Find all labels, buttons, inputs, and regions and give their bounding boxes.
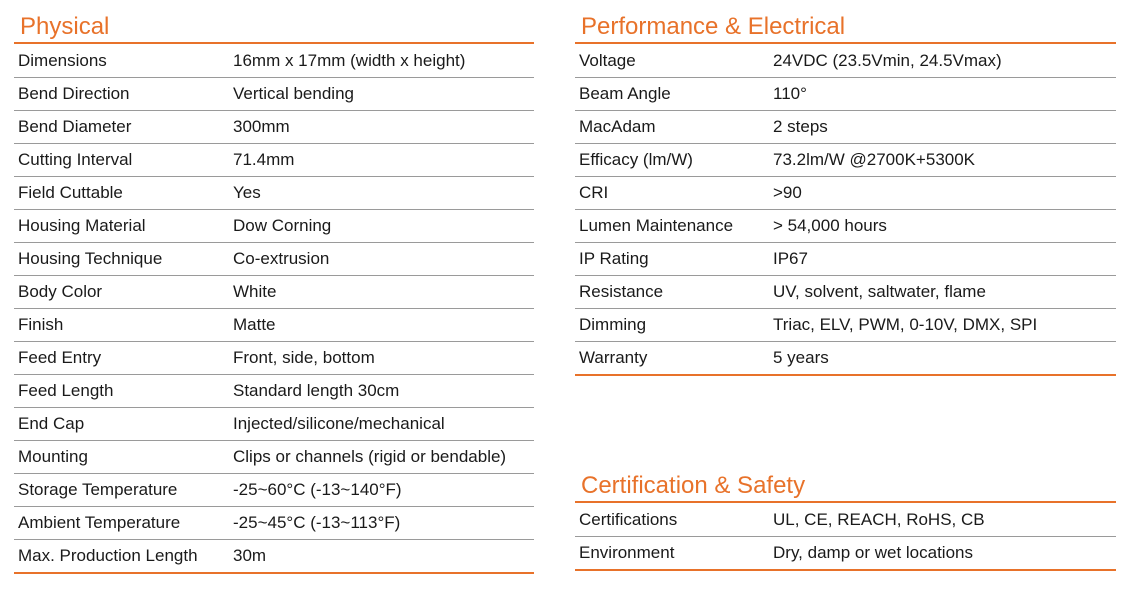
row-value: 110° <box>773 84 807 103</box>
row-label: Beam Angle <box>579 84 671 103</box>
table-row: Dimming Triac, ELV, PWM, 0-10V, DMX, SPI <box>575 309 1116 342</box>
table-row: IP Rating IP67 <box>575 243 1116 276</box>
performance-section: Performance & Electrical Voltage 24VDC (2… <box>575 14 1116 376</box>
row-label: Field Cuttable <box>18 183 123 202</box>
row-value: 30m <box>233 546 267 565</box>
table-row: Voltage 24VDC (23.5Vmin, 24.5Vmax) <box>575 45 1116 78</box>
table-row: Field Cuttable Yes <box>14 177 534 210</box>
table-row: Warranty 5 years <box>575 342 1116 374</box>
performance-bottom-rule <box>575 374 1116 376</box>
table-row: Bend Direction Vertical bending <box>14 78 534 111</box>
row-value: UV, solvent, saltwater, flame <box>773 282 986 301</box>
row-label: Resistance <box>579 282 664 301</box>
certification-table: Certifications UL, CE, REACH, RoHS, CB En… <box>575 503 1116 569</box>
table-row: Ambient Temperature -25~45°C (-13~113°F) <box>14 507 534 540</box>
row-value: Co-extrusion <box>233 249 330 268</box>
performance-title: Performance & Electrical <box>581 13 846 40</box>
table-row: Resistance UV, solvent, saltwater, flame <box>575 276 1116 309</box>
row-label: Warranty <box>579 348 648 367</box>
row-label: Body Color <box>18 282 103 301</box>
row-value: Triac, ELV, PWM, 0-10V, DMX, SPI <box>773 315 1038 334</box>
row-label: Ambient Temperature <box>18 513 181 532</box>
row-label: Max. Production Length <box>18 546 198 565</box>
performance-table: Voltage 24VDC (23.5Vmin, 24.5Vmax) Beam A… <box>575 44 1116 374</box>
certification-title: Certification & Safety <box>581 472 806 499</box>
row-value: Front, side, bottom <box>233 348 375 367</box>
table-row: Housing Material Dow Corning <box>14 210 534 243</box>
row-value: Dow Corning <box>233 216 332 235</box>
row-label: Cutting Interval <box>18 150 133 169</box>
table-row: Feed Length Standard length 30cm <box>14 375 534 408</box>
row-label: Dimming <box>579 315 647 334</box>
table-row: Environment Dry, damp or wet locations <box>575 537 1116 569</box>
physical-table: Dimensions 16mm x 17mm (width x height) B… <box>14 44 534 572</box>
row-value: 300mm <box>233 117 290 136</box>
row-value: Matte <box>233 315 276 334</box>
table-row: Lumen Maintenance > 54,000 hours <box>575 210 1116 243</box>
row-label: Mounting <box>18 447 88 466</box>
row-label: Dimensions <box>18 51 107 70</box>
row-label: CRI <box>579 183 609 202</box>
table-row: Body Color White <box>14 276 534 309</box>
row-value: >90 <box>773 183 802 202</box>
row-label: Housing Technique <box>18 249 163 268</box>
table-row: Cutting Interval 71.4mm <box>14 144 534 177</box>
row-value: IP67 <box>773 249 808 268</box>
performance-title-rule <box>575 42 1116 44</box>
row-label: Efficacy (lm/W) <box>579 150 693 169</box>
row-label: Storage Temperature <box>18 480 178 499</box>
row-label: Lumen Maintenance <box>579 216 734 235</box>
physical-title: Physical <box>20 13 110 40</box>
row-label: Bend Direction <box>18 84 130 103</box>
row-value: -25~60°C (-13~140°F) <box>233 480 402 499</box>
row-value: Vertical bending <box>233 84 354 103</box>
row-label: Bend Diameter <box>18 117 132 136</box>
physical-bottom-rule <box>14 572 534 574</box>
row-value: > 54,000 hours <box>773 216 887 235</box>
table-row: Dimensions 16mm x 17mm (width x height) <box>14 45 534 78</box>
row-label: Certifications <box>579 510 678 529</box>
row-value: Clips or channels (rigid or bendable) <box>233 447 507 466</box>
table-row: Housing Technique Co-extrusion <box>14 243 534 276</box>
row-label: Environment <box>579 543 675 562</box>
row-label: Feed Length <box>18 381 114 400</box>
row-value: 16mm x 17mm (width x height) <box>233 51 466 70</box>
row-value: 2 steps <box>773 117 828 136</box>
physical-title-rule <box>14 42 534 44</box>
row-value: White <box>233 282 277 301</box>
table-row: Finish Matte <box>14 309 534 342</box>
row-label: Finish <box>18 315 64 334</box>
certification-bottom-rule <box>575 569 1116 571</box>
certification-section: Certification & Safety Certifications UL,… <box>575 473 1116 571</box>
table-row: Efficacy (lm/W) 73.2lm/W @2700K+5300K <box>575 144 1116 177</box>
row-value: UL, CE, REACH, RoHS, CB <box>773 510 985 529</box>
row-value: Dry, damp or wet locations <box>773 543 973 562</box>
row-label: Feed Entry <box>18 348 102 367</box>
table-row: Max. Production Length 30m <box>14 540 534 572</box>
table-row: Mounting Clips or channels (rigid or bend… <box>14 441 534 474</box>
row-label: Housing Material <box>18 216 146 235</box>
row-value: 71.4mm <box>233 150 295 169</box>
row-value: Standard length 30cm <box>233 381 400 400</box>
table-row: Feed Entry Front, side, bottom <box>14 342 534 375</box>
row-value: 5 years <box>773 348 829 367</box>
row-label: MacAdam <box>579 117 656 136</box>
row-value: -25~45°C (-13~113°F) <box>233 513 401 532</box>
row-label: IP Rating <box>579 249 649 268</box>
certification-title-rule <box>575 501 1116 503</box>
table-row: Storage Temperature -25~60°C (-13~140°F) <box>14 474 534 507</box>
row-value: Yes <box>233 183 261 202</box>
row-label: Voltage <box>579 51 636 70</box>
table-row: CRI >90 <box>575 177 1116 210</box>
physical-section: Physical Dimensions 16mm x 17mm (width x … <box>14 14 534 574</box>
row-label: End Cap <box>18 414 85 433</box>
table-row: Beam Angle 110° <box>575 78 1116 111</box>
table-row: Bend Diameter 300mm <box>14 111 534 144</box>
table-row: MacAdam 2 steps <box>575 111 1116 144</box>
row-value: 24VDC (23.5Vmin, 24.5Vmax) <box>773 51 1002 70</box>
row-value: Injected/silicone/mechanical <box>233 414 445 433</box>
table-row: Certifications UL, CE, REACH, RoHS, CB <box>575 504 1116 537</box>
table-row: End Cap Injected/silicone/mechanical <box>14 408 534 441</box>
row-value: 73.2lm/W @2700K+5300K <box>773 150 976 169</box>
